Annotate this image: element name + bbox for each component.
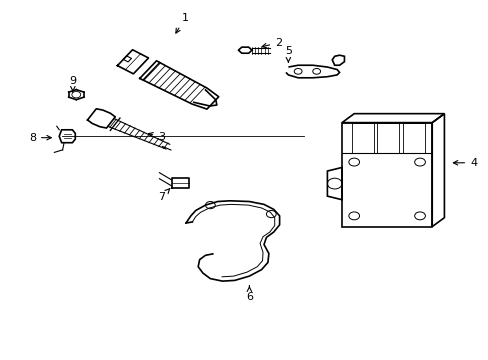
Bar (351, 123, 373, 153)
Text: 9: 9 (69, 76, 76, 92)
Text: 6: 6 (245, 286, 252, 302)
Text: 3: 3 (148, 132, 165, 142)
Text: 7: 7 (158, 188, 170, 202)
Bar (377, 123, 399, 153)
Text: 4: 4 (452, 158, 476, 168)
Text: 2: 2 (262, 38, 282, 48)
Text: 5: 5 (285, 46, 291, 62)
Bar (341, 123, 431, 226)
Text: 1: 1 (176, 13, 188, 33)
Text: 8: 8 (29, 133, 51, 143)
Bar (402, 123, 424, 153)
